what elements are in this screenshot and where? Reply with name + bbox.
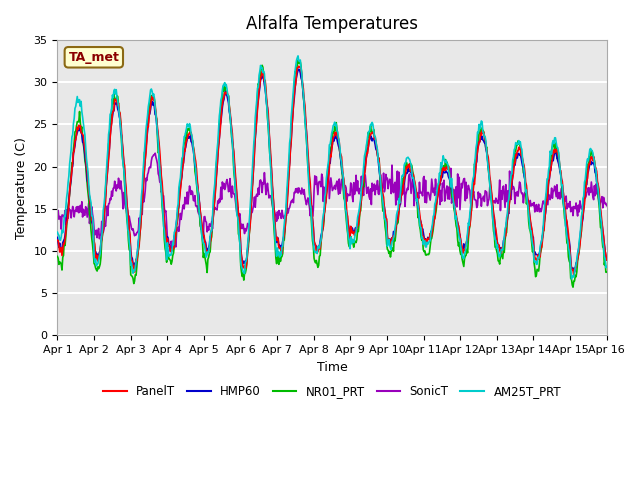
HMP60 <box>415 216 423 221</box>
AM25T_PRT <box>415 218 423 224</box>
PanelT <box>176 195 184 201</box>
NR01_PRT <box>63 212 71 218</box>
AM25T_PRT <box>63 189 71 195</box>
Legend: PanelT, HMP60, NR01_PRT, SonicT, AM25T_PRT: PanelT, HMP60, NR01_PRT, SonicT, AM25T_P… <box>98 381 566 403</box>
SonicT <box>120 190 128 195</box>
AM25T_PRT <box>603 264 611 269</box>
PanelT <box>120 159 128 165</box>
HMP60 <box>176 191 184 197</box>
PanelT <box>295 63 303 69</box>
SonicT <box>177 216 185 222</box>
HMP60 <box>399 182 407 188</box>
NR01_PRT <box>399 179 407 185</box>
Title: Alfalfa Temperatures: Alfalfa Temperatures <box>246 15 418 33</box>
AM25T_PRT <box>294 53 302 59</box>
HMP60 <box>63 213 71 218</box>
SonicT <box>166 249 174 254</box>
HMP60 <box>120 161 128 167</box>
PanelT <box>570 273 578 278</box>
Y-axis label: Temperature (C): Temperature (C) <box>15 137 28 239</box>
HMP60 <box>571 269 579 275</box>
SonicT <box>603 203 611 208</box>
Text: TA_met: TA_met <box>68 51 119 64</box>
AM25T_PRT <box>176 180 184 185</box>
HMP60 <box>205 245 212 251</box>
Line: AM25T_PRT: AM25T_PRT <box>58 56 607 279</box>
NR01_PRT <box>120 166 128 171</box>
AM25T_PRT <box>54 229 61 235</box>
NR01_PRT <box>294 58 302 63</box>
Line: PanelT: PanelT <box>58 66 607 276</box>
AM25T_PRT <box>205 249 212 254</box>
X-axis label: Time: Time <box>317 360 348 373</box>
SonicT <box>151 150 159 156</box>
AM25T_PRT <box>568 276 575 282</box>
NR01_PRT <box>415 223 423 228</box>
SonicT <box>63 213 71 218</box>
SonicT <box>401 173 408 179</box>
HMP60 <box>295 66 303 72</box>
PanelT <box>205 248 212 253</box>
PanelT <box>603 257 611 263</box>
HMP60 <box>603 257 611 263</box>
SonicT <box>54 216 61 222</box>
HMP60 <box>54 235 61 240</box>
SonicT <box>417 190 424 196</box>
NR01_PRT <box>569 284 577 290</box>
PanelT <box>399 181 407 187</box>
Line: HMP60: HMP60 <box>58 69 607 272</box>
SonicT <box>206 221 214 227</box>
PanelT <box>54 237 61 243</box>
PanelT <box>63 217 71 223</box>
NR01_PRT <box>54 253 61 259</box>
Line: SonicT: SonicT <box>58 153 607 252</box>
NR01_PRT <box>205 254 212 260</box>
NR01_PRT <box>176 184 184 190</box>
Line: NR01_PRT: NR01_PRT <box>58 60 607 287</box>
NR01_PRT <box>603 269 611 275</box>
AM25T_PRT <box>120 167 128 173</box>
AM25T_PRT <box>399 173 407 179</box>
PanelT <box>415 210 423 216</box>
